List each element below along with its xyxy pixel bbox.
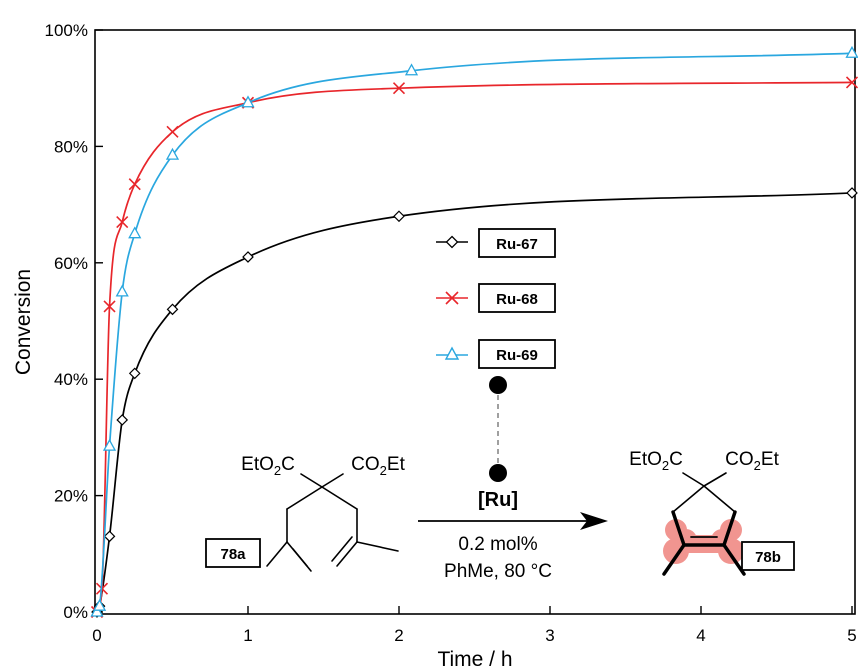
plot-area: [94, 29, 856, 615]
data-point: [115, 284, 129, 297]
series-line: [96, 52, 853, 613]
data-point: [165, 147, 180, 160]
product-ester-left: EtO2C: [629, 449, 683, 473]
substrate-label: 78a: [220, 546, 246, 563]
y-tick-label: 0%: [63, 603, 88, 622]
product-ester-right: CO2Et: [725, 449, 779, 473]
data-point: [166, 125, 179, 138]
legend: Ru-67 Ru-68 Ru-69: [436, 228, 556, 369]
legend-marker-diamond: [445, 235, 459, 249]
series-ru-69: [90, 45, 858, 617]
substrate-structure: [266, 473, 399, 572]
x-axis: 0 1 2 3 4 5: [92, 606, 857, 645]
legend-marker-cross: [445, 291, 459, 305]
data-point: [116, 215, 129, 229]
y-tick-label: 100%: [45, 21, 88, 40]
legend-label-ru-67: Ru-67: [496, 236, 538, 253]
product-highlight: [663, 519, 744, 564]
reaction-arrow: [418, 512, 608, 530]
substrate-label-box: 78a: [205, 538, 261, 568]
y-tick-label: 80%: [54, 137, 88, 156]
data-point: [116, 414, 129, 426]
data-point: [103, 300, 116, 313]
substrate-ester-right: CO2Et: [351, 454, 405, 478]
y-tick-label: 60%: [54, 254, 88, 273]
substrate-ester-left: EtO2C: [241, 454, 295, 478]
data-point: [103, 530, 116, 543]
data-point: [90, 604, 104, 617]
data-point: [845, 45, 858, 58]
y-axis: 0% 20% 40% 60% 80% 100%: [45, 21, 103, 622]
data-point: [128, 226, 142, 239]
catalyst-label: [Ru]: [478, 489, 518, 511]
data-point: [242, 251, 254, 263]
data-point: [166, 303, 179, 316]
legend-label-ru-69: Ru-69: [496, 347, 538, 364]
legend-item-ru-69: Ru-69: [436, 339, 556, 369]
catalyst-tether: [489, 376, 507, 482]
product-structure: [662, 472, 746, 576]
product-label: 78b: [755, 549, 781, 566]
data-point: [846, 187, 858, 199]
x-tick-label: 4: [696, 626, 705, 645]
data-point: [404, 63, 419, 76]
legend-marker-triangle: [444, 346, 460, 360]
legend-item-ru-68: Ru-68: [436, 283, 556, 313]
catalyst-loading: 0.2 mol%: [458, 534, 537, 555]
x-tick-label: 0: [92, 626, 101, 645]
data-point: [92, 598, 107, 611]
y-tick-label: 20%: [54, 487, 88, 506]
data-point: [392, 82, 406, 95]
y-tick-label: 40%: [54, 370, 88, 389]
product-label-box: 78b: [741, 541, 795, 571]
x-axis-title: Time / h: [437, 648, 512, 670]
x-tick-label: 3: [545, 626, 554, 645]
data-point: [241, 95, 255, 108]
data-point: [393, 210, 405, 223]
data-point: [128, 367, 141, 380]
series-layer: [90, 45, 858, 619]
data-point: [128, 178, 141, 191]
series-line: [96, 81, 853, 613]
data-point: [845, 76, 858, 89]
x-tick-label: 5: [847, 626, 856, 645]
legend-item-ru-67: Ru-67: [436, 228, 556, 258]
x-tick-label: 2: [394, 626, 403, 645]
y-axis-title: Conversion: [12, 269, 35, 375]
series-line: [96, 192, 853, 613]
reaction-conditions: PhMe, 80 °C: [444, 561, 552, 582]
legend-label-ru-68: Ru-68: [496, 291, 538, 308]
data-point: [102, 438, 117, 451]
x-tick-label: 1: [243, 626, 252, 645]
